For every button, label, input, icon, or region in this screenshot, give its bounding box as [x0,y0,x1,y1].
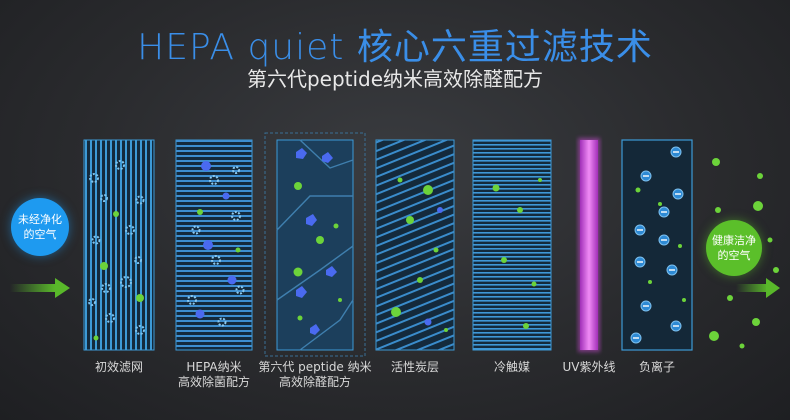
label-carbon: 活性炭层 [390,360,439,374]
filter-prefilter [83,139,155,351]
filter-peptide [264,132,366,357]
incoming-air-arrow [10,278,70,298]
unpurified-line2: 的空气 [23,228,57,241]
clean-air-particles [709,158,779,349]
label-peptide: 第六代 peptide 纳米 高效除醛配方 [258,360,372,389]
filter-uv [578,138,600,352]
filter-anion [621,139,693,351]
outgoing-air-arrow [736,278,780,298]
unpurified-air-bubble: 未经净化 的空气 [11,198,69,256]
label-hepa: HEPA纳米 高效除菌配方 [177,360,250,389]
label-anion: 负离子 [638,360,675,374]
clean-line1: 健康洁净 [712,234,756,247]
clean-air-bubble: 健康洁净 的空气 [706,220,762,276]
label-prefilter: 初效滤网 [94,360,143,374]
page-title: HEPA quiet 核心六重过滤技术 [137,27,653,68]
page-subtitle: 第六代peptide纳米高效除醛配方 [246,67,544,91]
label-cold-catalyst: 冷触媒 [493,360,530,374]
filter-carbon [375,139,455,351]
unpurified-line1: 未经净化 [18,213,62,226]
filter-cold-catalyst [472,139,552,351]
clean-line2: 的空气 [717,249,751,262]
label-uv: UV紫外线 [562,360,616,374]
filter-hepa [175,139,253,351]
